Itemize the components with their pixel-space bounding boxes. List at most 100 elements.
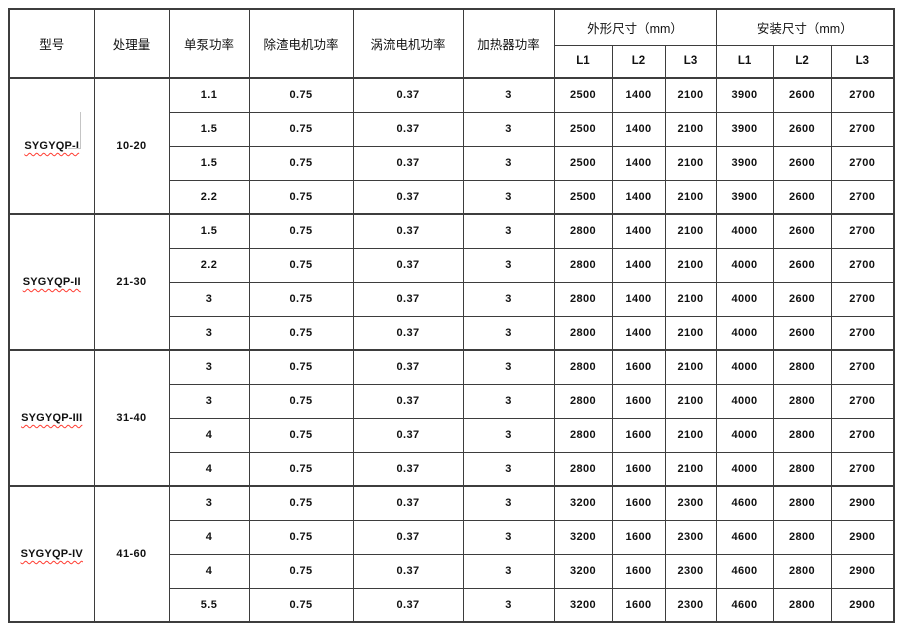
heater-power-cell: 3 xyxy=(462,77,555,113)
overall-l3-cell: 2300 xyxy=(664,553,717,589)
overall-l1-cell: 2800 xyxy=(553,247,613,283)
install-l3-cell: 2700 xyxy=(830,315,895,351)
overall-l3-cell: 2100 xyxy=(664,451,717,487)
install-l2-cell: 2800 xyxy=(772,587,832,623)
install-l3-cell: 2700 xyxy=(830,383,895,419)
overall-l2-cell: 1600 xyxy=(611,417,666,453)
model-name: SYGYQP-IV xyxy=(20,548,83,560)
slag-motor-power-cell: 0.75 xyxy=(248,77,354,113)
header-heater-power: 加热器功率 xyxy=(462,8,555,79)
install-l1-cell: 4600 xyxy=(715,587,774,623)
install-l1-cell: 4000 xyxy=(715,417,774,453)
pump-power-cell: 1.5 xyxy=(168,145,250,181)
heater-power-cell: 3 xyxy=(462,281,555,317)
install-l1-cell: 3900 xyxy=(715,145,774,181)
pump-power-cell: 3 xyxy=(168,281,250,317)
slag-motor-power-cell: 0.75 xyxy=(248,519,354,555)
slag-motor-power-cell: 0.75 xyxy=(248,349,354,385)
heater-power-cell: 3 xyxy=(462,145,555,181)
overall-l1-cell: 2800 xyxy=(553,315,613,351)
model-cell: SYGYQP-I xyxy=(8,77,95,215)
table-row: 2.2 0.75 0.37 3 2800 1400 2100 4000 2600 2700 xyxy=(9,247,895,283)
capacity-cell: 21-30 xyxy=(93,213,170,351)
overall-l2-cell: 1400 xyxy=(611,247,666,283)
overall-l1-cell: 2800 xyxy=(553,451,613,487)
header-install-l3: L3 xyxy=(830,44,895,79)
model-name: SYGYQP-III xyxy=(21,412,83,424)
install-l1-cell: 4600 xyxy=(715,485,774,521)
model-cell: SYGYQP-III xyxy=(8,349,95,487)
table-row: SYGYQP-IV 41-60 3 0.75 0.37 3 3200 1600 2300 4600… xyxy=(8,485,895,623)
capacity-cell: 31-40 xyxy=(93,349,170,487)
overall-l1-cell: 2800 xyxy=(553,213,613,249)
header-row-sub: L1 L2 L3 L1 L2 L3 xyxy=(9,44,895,79)
heater-power-cell: 3 xyxy=(462,587,555,623)
install-l2-cell: 2600 xyxy=(772,315,832,351)
overall-l1-cell: 2800 xyxy=(553,281,613,317)
install-l3-cell: 2900 xyxy=(830,553,895,589)
eddy-motor-power-cell: 0.37 xyxy=(352,281,464,317)
slag-motor-power-cell: 0.75 xyxy=(248,417,354,453)
header-pump-power: 单泵功率 xyxy=(168,8,250,79)
install-l2-cell: 2800 xyxy=(772,349,832,385)
install-l1-cell: 4000 xyxy=(715,315,774,351)
overall-l3-cell: 2100 xyxy=(664,77,717,113)
overall-l1-cell: 3200 xyxy=(553,485,613,521)
overall-l1-cell: 2800 xyxy=(553,383,613,419)
slag-motor-power-cell: 0.75 xyxy=(248,383,354,419)
install-l2-cell: 2600 xyxy=(772,145,832,181)
overall-l2-cell: 1400 xyxy=(611,111,666,147)
eddy-motor-power-cell: 0.37 xyxy=(352,553,464,589)
overall-l3-cell: 2100 xyxy=(664,247,717,283)
install-l3-cell: 2700 xyxy=(830,145,895,181)
install-l2-cell: 2800 xyxy=(772,553,832,589)
model-name: SYGYQP-II xyxy=(22,276,81,288)
install-l1-cell: 4600 xyxy=(715,519,774,555)
model-cell: SYGYQP-II xyxy=(8,213,95,351)
install-l3-cell: 2700 xyxy=(830,281,895,317)
spec-table: 型号 处理量 单泵功率 除渣电机功率 涡流电机功率 加热器功率 外形尺寸（mm）… xyxy=(8,8,896,623)
pump-power-cell: 3 xyxy=(168,383,250,419)
install-l1-cell: 4000 xyxy=(715,383,774,419)
install-l2-cell: 2800 xyxy=(772,519,832,555)
overall-l2-cell: 1600 xyxy=(611,587,666,623)
pump-power-cell: 4 xyxy=(168,519,250,555)
install-l3-cell: 2700 xyxy=(830,77,895,113)
overall-l2-cell: 1400 xyxy=(611,213,666,249)
table-row: 4 0.75 0.37 3 3200 1600 2300 4600 2800 2900 xyxy=(9,519,895,555)
pump-power-cell: 2.2 xyxy=(168,247,250,283)
overall-l2-cell: 1400 xyxy=(611,145,666,181)
slag-motor-power-cell: 0.75 xyxy=(248,213,354,249)
header-slag-motor-power: 除渣电机功率 xyxy=(248,8,354,79)
slag-motor-power-cell: 0.75 xyxy=(248,247,354,283)
install-l1-cell: 4000 xyxy=(715,247,774,283)
pump-power-cell: 1.1 xyxy=(168,77,250,113)
install-l2-cell: 2600 xyxy=(772,77,832,113)
overall-l2-cell: 1400 xyxy=(611,281,666,317)
install-l1-cell: 4600 xyxy=(715,553,774,589)
pump-power-cell: 2.2 xyxy=(168,179,250,215)
model-cell: SYGYQP-IV xyxy=(8,485,95,623)
install-l3-cell: 2900 xyxy=(830,519,895,555)
slag-motor-power-cell: 0.75 xyxy=(248,451,354,487)
install-l2-cell: 2800 xyxy=(772,451,832,487)
install-l1-cell: 3900 xyxy=(715,111,774,147)
eddy-motor-power-cell: 0.37 xyxy=(352,179,464,215)
table-row: 3 0.75 0.37 3 2800 1400 2100 4000 2600 2700 xyxy=(9,315,895,351)
table-row: 3 0.75 0.37 3 2800 1400 2100 4000 2600 2700 xyxy=(9,281,895,317)
heater-power-cell: 3 xyxy=(462,213,555,249)
overall-l3-cell: 2100 xyxy=(664,145,717,181)
overall-l1-cell: 2800 xyxy=(553,417,613,453)
install-l1-cell: 3900 xyxy=(715,77,774,113)
header-overall-dims: 外形尺寸（mm） xyxy=(553,8,717,46)
heater-power-cell: 3 xyxy=(462,315,555,351)
overall-l3-cell: 2300 xyxy=(664,519,717,555)
overall-l3-cell: 2100 xyxy=(664,315,717,351)
header-install-dims: 安装尺寸（mm） xyxy=(715,8,895,46)
install-l3-cell: 2700 xyxy=(830,417,895,453)
overall-l1-cell: 3200 xyxy=(553,587,613,623)
model-name: SYGYQP-I xyxy=(24,140,80,152)
overall-l1-cell: 2500 xyxy=(553,179,613,215)
slag-motor-power-cell: 0.75 xyxy=(248,485,354,521)
